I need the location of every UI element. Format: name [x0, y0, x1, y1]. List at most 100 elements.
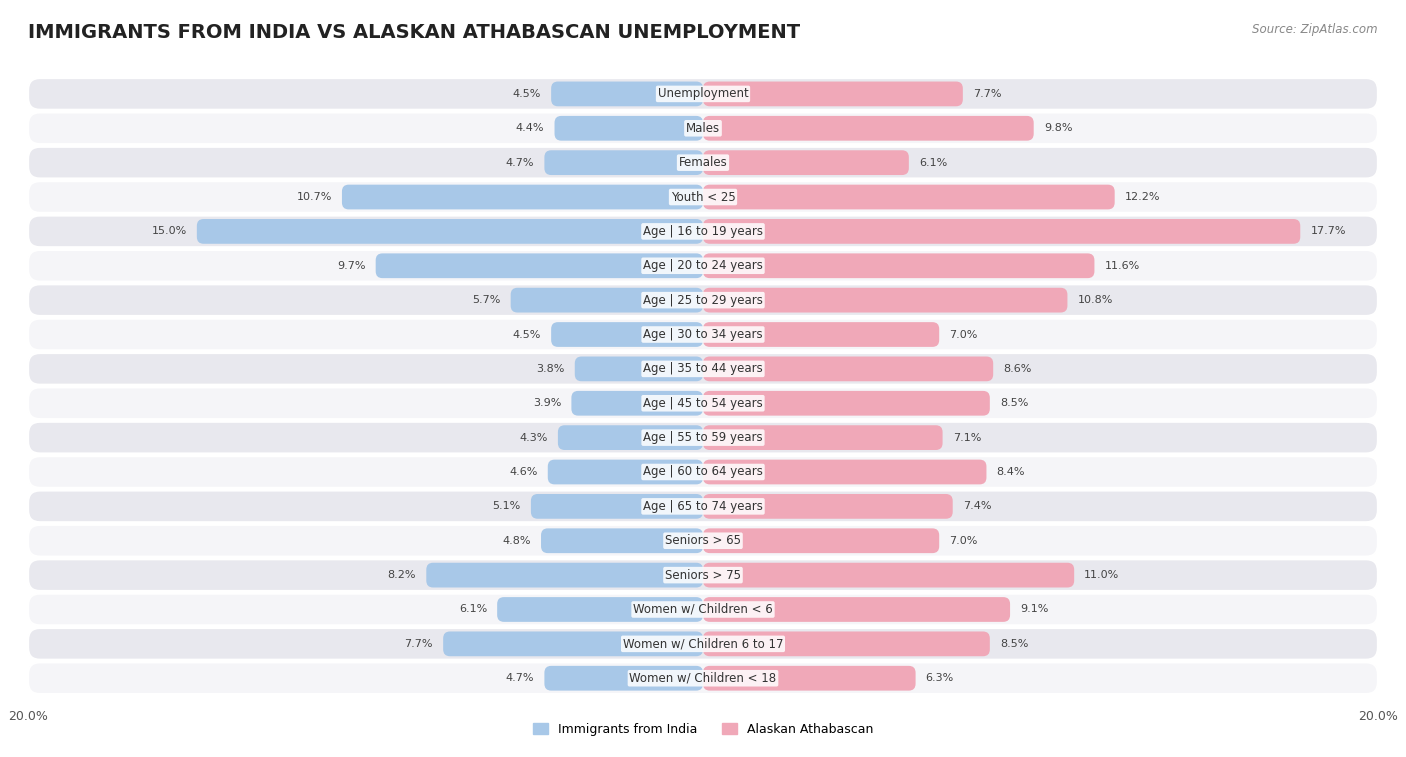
Text: 9.1%: 9.1%	[1021, 605, 1049, 615]
Text: 7.0%: 7.0%	[949, 329, 977, 339]
Text: Males: Males	[686, 122, 720, 135]
Text: 10.7%: 10.7%	[297, 192, 332, 202]
FancyBboxPatch shape	[703, 528, 939, 553]
Text: 4.8%: 4.8%	[502, 536, 531, 546]
Text: Age | 55 to 59 years: Age | 55 to 59 years	[643, 431, 763, 444]
Text: Age | 20 to 24 years: Age | 20 to 24 years	[643, 259, 763, 273]
FancyBboxPatch shape	[342, 185, 703, 210]
Text: 15.0%: 15.0%	[152, 226, 187, 236]
FancyBboxPatch shape	[28, 491, 1378, 522]
FancyBboxPatch shape	[551, 322, 703, 347]
FancyBboxPatch shape	[28, 353, 1378, 385]
FancyBboxPatch shape	[703, 151, 908, 175]
FancyBboxPatch shape	[28, 422, 1378, 453]
Text: 10.8%: 10.8%	[1077, 295, 1114, 305]
FancyBboxPatch shape	[28, 285, 1378, 316]
Text: 6.1%: 6.1%	[458, 605, 486, 615]
FancyBboxPatch shape	[703, 597, 1010, 621]
Text: Women w/ Children < 6: Women w/ Children < 6	[633, 603, 773, 616]
Text: 8.6%: 8.6%	[1004, 364, 1032, 374]
Text: 7.4%: 7.4%	[963, 501, 991, 512]
Text: 11.6%: 11.6%	[1105, 260, 1140, 271]
FancyBboxPatch shape	[541, 528, 703, 553]
FancyBboxPatch shape	[498, 597, 703, 621]
Text: 8.4%: 8.4%	[997, 467, 1025, 477]
Text: Age | 60 to 64 years: Age | 60 to 64 years	[643, 466, 763, 478]
FancyBboxPatch shape	[197, 219, 703, 244]
Text: 7.7%: 7.7%	[405, 639, 433, 649]
Text: IMMIGRANTS FROM INDIA VS ALASKAN ATHABASCAN UNEMPLOYMENT: IMMIGRANTS FROM INDIA VS ALASKAN ATHABAS…	[28, 23, 800, 42]
Text: 4.6%: 4.6%	[509, 467, 537, 477]
FancyBboxPatch shape	[703, 494, 953, 519]
FancyBboxPatch shape	[703, 357, 993, 382]
Text: Women w/ Children 6 to 17: Women w/ Children 6 to 17	[623, 637, 783, 650]
Text: 12.2%: 12.2%	[1125, 192, 1160, 202]
Text: Seniors > 75: Seniors > 75	[665, 569, 741, 581]
FancyBboxPatch shape	[28, 662, 1378, 694]
FancyBboxPatch shape	[703, 219, 1301, 244]
FancyBboxPatch shape	[28, 78, 1378, 110]
FancyBboxPatch shape	[28, 559, 1378, 591]
FancyBboxPatch shape	[551, 82, 703, 106]
Text: Age | 30 to 34 years: Age | 30 to 34 years	[643, 328, 763, 341]
Text: 17.7%: 17.7%	[1310, 226, 1346, 236]
Text: 4.7%: 4.7%	[506, 673, 534, 684]
Text: 4.5%: 4.5%	[513, 329, 541, 339]
Text: Females: Females	[679, 156, 727, 169]
FancyBboxPatch shape	[703, 116, 1033, 141]
Text: 11.0%: 11.0%	[1084, 570, 1119, 580]
Text: Age | 45 to 54 years: Age | 45 to 54 years	[643, 397, 763, 410]
Text: 4.7%: 4.7%	[506, 157, 534, 167]
Text: Age | 16 to 19 years: Age | 16 to 19 years	[643, 225, 763, 238]
Text: 4.5%: 4.5%	[513, 89, 541, 99]
FancyBboxPatch shape	[703, 666, 915, 690]
FancyBboxPatch shape	[28, 628, 1378, 659]
Text: 7.7%: 7.7%	[973, 89, 1001, 99]
FancyBboxPatch shape	[575, 357, 703, 382]
Text: 4.3%: 4.3%	[519, 433, 548, 443]
FancyBboxPatch shape	[703, 288, 1067, 313]
FancyBboxPatch shape	[571, 391, 703, 416]
FancyBboxPatch shape	[544, 151, 703, 175]
Text: 6.3%: 6.3%	[925, 673, 953, 684]
FancyBboxPatch shape	[28, 456, 1378, 488]
FancyBboxPatch shape	[28, 216, 1378, 248]
FancyBboxPatch shape	[703, 254, 1094, 278]
FancyBboxPatch shape	[703, 185, 1115, 210]
Text: Women w/ Children < 18: Women w/ Children < 18	[630, 671, 776, 685]
FancyBboxPatch shape	[28, 113, 1378, 144]
FancyBboxPatch shape	[28, 250, 1378, 282]
Text: Unemployment: Unemployment	[658, 87, 748, 101]
FancyBboxPatch shape	[28, 525, 1378, 556]
Text: 8.2%: 8.2%	[388, 570, 416, 580]
FancyBboxPatch shape	[703, 631, 990, 656]
Text: Source: ZipAtlas.com: Source: ZipAtlas.com	[1253, 23, 1378, 36]
FancyBboxPatch shape	[703, 82, 963, 106]
FancyBboxPatch shape	[531, 494, 703, 519]
Text: 6.1%: 6.1%	[920, 157, 948, 167]
FancyBboxPatch shape	[28, 388, 1378, 419]
Text: 3.8%: 3.8%	[536, 364, 565, 374]
FancyBboxPatch shape	[703, 459, 987, 484]
Text: Seniors > 65: Seniors > 65	[665, 534, 741, 547]
FancyBboxPatch shape	[375, 254, 703, 278]
FancyBboxPatch shape	[703, 562, 1074, 587]
FancyBboxPatch shape	[703, 322, 939, 347]
Text: 3.9%: 3.9%	[533, 398, 561, 408]
Text: 4.4%: 4.4%	[516, 123, 544, 133]
Text: Age | 25 to 29 years: Age | 25 to 29 years	[643, 294, 763, 307]
Text: 7.1%: 7.1%	[953, 433, 981, 443]
Text: Youth < 25: Youth < 25	[671, 191, 735, 204]
FancyBboxPatch shape	[558, 425, 703, 450]
FancyBboxPatch shape	[544, 666, 703, 690]
Text: 7.0%: 7.0%	[949, 536, 977, 546]
Text: 8.5%: 8.5%	[1000, 639, 1028, 649]
FancyBboxPatch shape	[703, 391, 990, 416]
Text: 8.5%: 8.5%	[1000, 398, 1028, 408]
FancyBboxPatch shape	[28, 147, 1378, 179]
FancyBboxPatch shape	[554, 116, 703, 141]
Text: Age | 65 to 74 years: Age | 65 to 74 years	[643, 500, 763, 513]
Text: 5.7%: 5.7%	[472, 295, 501, 305]
FancyBboxPatch shape	[426, 562, 703, 587]
Text: 9.7%: 9.7%	[337, 260, 366, 271]
